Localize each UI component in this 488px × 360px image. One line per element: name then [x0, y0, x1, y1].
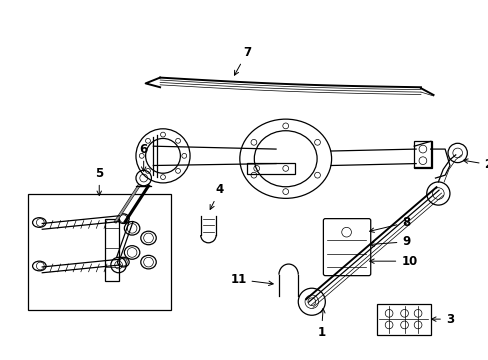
Text: 9: 9 — [369, 235, 410, 248]
Text: 3: 3 — [431, 312, 453, 326]
Text: 7: 7 — [234, 46, 251, 75]
Text: 8: 8 — [369, 216, 410, 233]
Text: 10: 10 — [369, 255, 417, 267]
Text: 11: 11 — [230, 273, 273, 286]
Text: 4: 4 — [210, 183, 224, 210]
Text: 2: 2 — [463, 158, 488, 171]
Text: 6: 6 — [139, 143, 147, 171]
Bar — [105, 219, 118, 282]
Text: 5: 5 — [95, 167, 103, 195]
Bar — [377, 304, 430, 334]
Bar — [246, 163, 295, 174]
Bar — [28, 194, 170, 310]
Bar — [413, 141, 431, 168]
Text: 1: 1 — [317, 309, 325, 339]
